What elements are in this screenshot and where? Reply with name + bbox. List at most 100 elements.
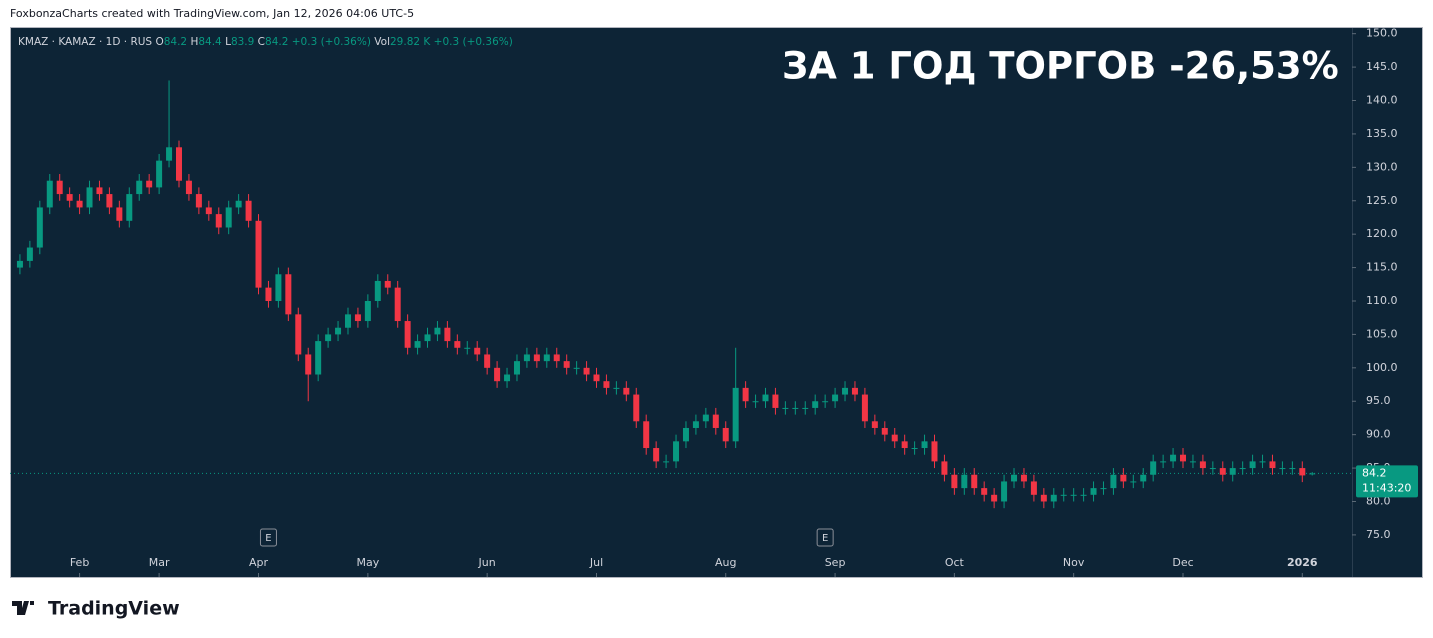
y-tick-label: 80.0 [1366,494,1391,507]
y-tick-label: 125.0 [1366,194,1398,207]
candle-body [1219,468,1226,475]
candle-body [573,367,580,369]
candle-body [772,394,779,408]
candle-body [344,314,351,328]
candle-body [136,180,143,195]
candle-body [861,394,868,422]
candle-body [712,414,719,428]
candle-body [1110,474,1117,489]
candle-body [682,427,689,442]
volume-label: Vol [374,36,390,48]
candle-body [1030,481,1037,495]
y-tick-label: 100.0 [1366,361,1398,374]
volume-change: +0.3 (+0.36%) [434,36,513,48]
candle-body [195,194,202,208]
y-tick-label: 130.0 [1366,160,1398,173]
candle-body [275,274,282,301]
tradingview-logo: TradingView [12,598,180,620]
candle-body [354,314,361,322]
candle-body [414,341,421,348]
candle-body [673,441,680,462]
candle-body [424,334,431,342]
candle-body [812,401,819,408]
y-tick-label: 110.0 [1366,294,1398,307]
chart-panel [10,27,1423,578]
candle-body [1001,481,1008,502]
candle-body [1259,461,1266,463]
candle-body [1060,494,1067,496]
candle-body [175,147,182,181]
x-tick-label: Jun [478,556,496,569]
y-tick-label: 150.0 [1366,27,1398,40]
candle-body [116,207,123,221]
candle-body [782,407,789,409]
candle-body [494,367,501,382]
candle-body [921,441,928,449]
candle-body [335,327,342,335]
candle-body [444,327,451,342]
candle-body [1189,461,1196,463]
x-tick-label: Nov [1063,556,1085,569]
candle-body [523,354,530,362]
x-tick-label: May [356,556,379,569]
ohlc-label: H [190,36,198,48]
annotation: ЗА 1 ГОД ТОРГОВ -26,53% [782,45,1339,88]
candle-body [533,354,540,362]
candle-body [1011,474,1018,482]
candle-body [434,327,441,335]
y-tick-label: 90.0 [1366,428,1391,441]
candle-body [881,427,888,435]
candle-body [981,488,988,495]
candle-body [871,421,878,428]
y-tick-label: 135.0 [1366,127,1398,140]
candle-body [146,180,153,188]
candle-body [931,441,938,462]
y-tick-label: 145.0 [1366,60,1398,73]
candle-body [384,280,391,288]
candle-body [1239,468,1246,470]
candle-body [822,401,829,403]
candle-body [1050,494,1057,502]
candle-body [1100,488,1107,490]
candle-body [513,361,520,375]
candle-body [464,347,471,349]
x-tick-label: Aug [715,556,736,569]
candle-body [971,474,978,489]
candle-body [643,421,650,449]
candle-body [285,274,292,315]
candle-body [255,220,262,288]
change: +0.3 (+0.36%) [292,36,371,48]
ohlc-label: O [155,36,163,48]
candle-body [842,387,849,395]
event-marker [259,528,277,547]
candle-body [66,194,73,201]
candle-body [185,180,192,195]
price-label: 84.2 [1362,466,1387,479]
candle-body [593,374,600,382]
candle-body [166,147,173,161]
candle-body [553,354,560,362]
brand: TradingView [48,598,180,620]
y-tick-label: 140.0 [1366,94,1398,107]
candle-body [1040,494,1047,502]
candle-body [225,207,232,228]
candle-body [623,387,630,395]
volume: 29.82 K [390,36,431,48]
candle-body [374,280,381,301]
candle-body [1170,454,1177,462]
candle-body [603,381,610,388]
candle-body [295,314,302,355]
candle-body [752,401,759,403]
candle-body [235,200,242,208]
countdown: 11:43:20 [1362,481,1411,494]
candle-body [851,387,858,395]
candle-body [96,187,103,195]
candle-body [265,287,272,301]
candle-body [1080,494,1087,496]
candle-body [1120,474,1127,482]
candle-body [1229,468,1236,475]
candle-body [742,387,749,402]
ohlc-value: 84.2 [164,36,187,48]
candle-body [504,374,511,382]
candle-body [563,361,570,368]
